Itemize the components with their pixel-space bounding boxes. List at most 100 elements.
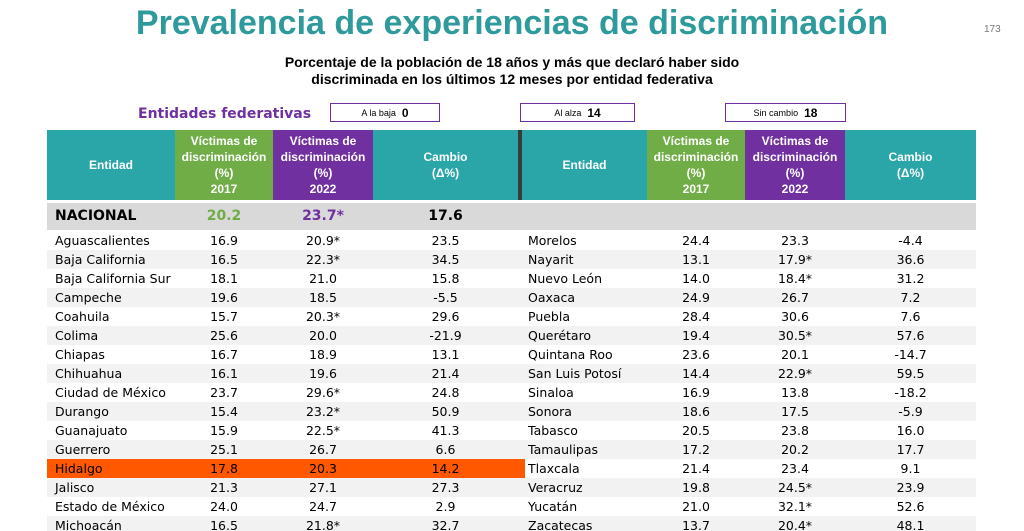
row-entity-name: Aguascalientes	[55, 233, 150, 248]
row-entity-name: Quintana Roo	[528, 347, 613, 362]
table-row-bg	[522, 440, 976, 459]
row-entity-name: Guerrero	[55, 442, 111, 457]
row-entity-name: Tabasco	[528, 423, 578, 438]
header-entidad-right: Entidad	[522, 130, 647, 200]
row-value-2017: 25.1	[210, 442, 238, 457]
row-value-2022: 18.5	[309, 290, 337, 305]
row-value-2017: 24.4	[682, 233, 710, 248]
row-entity-name: Nayarit	[528, 252, 574, 267]
row-value-2022: 20.2	[781, 442, 809, 457]
subtitle: Porcentaje de la población de 18 años y …	[0, 54, 1024, 88]
row-value-2017: 20.5	[682, 423, 710, 438]
row-value-2017: 25.6	[210, 328, 238, 343]
row-value-2017: 28.4	[682, 309, 710, 324]
national-change: 17.6	[428, 208, 463, 224]
row-value-change: 14.2	[431, 461, 460, 476]
national-2017: 20.2	[206, 208, 242, 224]
row-value-2022: 32.1*	[777, 499, 813, 514]
row-value-2017: 21.3	[210, 480, 238, 495]
row-value-2022: 17.5	[781, 404, 809, 419]
header-2022-right: Víctimas de discriminación (%) 2022	[745, 130, 845, 200]
summary-nochange-label: Sin cambio	[753, 107, 799, 118]
row-value-change: 31.2	[896, 271, 925, 286]
row-value-change: -4.4	[898, 233, 923, 248]
row-entity-name: Hidalgo	[55, 461, 103, 476]
row-entity-name: San Luis Potosí	[528, 366, 622, 381]
row-entity-name: Baja California	[55, 252, 146, 267]
summary-up-box: Al alza 14	[520, 103, 635, 122]
row-value-2017: 21.0	[682, 499, 710, 514]
row-value-change: 13.1	[431, 347, 460, 362]
row-value-2017: 19.6	[210, 290, 238, 305]
row-entity-name: Sinaloa	[528, 385, 574, 400]
row-entity-name: Colima	[55, 328, 99, 343]
row-value-change: 23.9	[896, 480, 925, 495]
row-value-2022: 20.9*	[305, 233, 341, 248]
row-entity-name: Guanajuato	[55, 423, 128, 438]
row-value-change: 21.4	[431, 366, 460, 381]
row-value-2022: 21.8*	[305, 518, 341, 531]
row-value-2022: 20.3	[309, 461, 337, 476]
header-entidad-left: Entidad	[47, 130, 175, 200]
row-value-2017: 13.1	[682, 252, 710, 267]
row-entity-name: Oaxaca	[528, 290, 576, 305]
table-row-bg	[522, 250, 976, 269]
row-entity-name: Campeche	[55, 290, 122, 305]
row-value-2017: 21.4	[682, 461, 710, 476]
row-entity-name: Ciudad de México	[55, 385, 166, 400]
row-value-2022: 20.1	[781, 347, 809, 362]
summary-down-label: A la baja	[361, 107, 396, 118]
summary-down-value: 0	[401, 105, 409, 120]
row-entity-name: Estado de México	[55, 499, 165, 514]
row-value-change: 59.5	[896, 366, 925, 381]
row-value-change: 29.6	[431, 309, 460, 324]
row-value-change: 27.3	[431, 480, 460, 495]
header-2022-left: Víctimas de discriminación (%) 2022	[273, 130, 373, 200]
page-title: Prevalencia de experiencias de discrimin…	[135, 4, 889, 42]
row-entity-name: Durango	[55, 404, 109, 419]
row-value-2017: 23.6	[682, 347, 710, 362]
row-value-2017: 14.0	[682, 271, 710, 286]
row-value-change: 52.6	[896, 499, 925, 514]
table-row-bg	[522, 326, 976, 345]
row-value-2022: 30.5*	[777, 328, 813, 343]
row-value-change: 34.5	[431, 252, 460, 267]
row-value-change: 24.8	[431, 385, 460, 400]
row-value-2022: 23.3	[781, 233, 809, 248]
row-value-change: -18.2	[894, 385, 927, 400]
row-value-2017: 13.7	[682, 518, 710, 531]
row-value-2022: 23.8	[781, 423, 809, 438]
row-value-2017: 24.9	[682, 290, 710, 305]
row-entity-name: Baja California Sur	[55, 271, 171, 286]
row-value-2017: 19.8	[682, 480, 710, 495]
row-value-2017: 16.5	[210, 518, 238, 531]
row-entity-name: Coahuila	[55, 309, 110, 324]
row-value-change: 32.7	[431, 518, 460, 531]
row-value-2017: 16.7	[210, 347, 238, 362]
row-value-2022: 27.1	[309, 480, 337, 495]
row-value-2022: 24.7	[309, 499, 337, 514]
subtitle-line-1: Porcentaje de la población de 18 años y …	[284, 54, 740, 70]
row-value-change: 6.6	[435, 442, 456, 457]
row-value-2017: 19.4	[682, 328, 710, 343]
row-entity-name: Jalisco	[55, 480, 95, 495]
row-value-change: 2.9	[435, 499, 456, 514]
row-entity-name: Tamaulipas	[528, 442, 599, 457]
row-entity-name: Zacatecas	[528, 518, 593, 531]
row-value-2022: 23.2*	[305, 404, 341, 419]
row-value-change: 15.8	[431, 271, 460, 286]
national-name: NACIONAL	[55, 208, 137, 224]
summary-nochange-value: 18	[804, 105, 818, 120]
row-value-2017: 18.6	[682, 404, 710, 419]
summary-up-value: 14	[587, 105, 601, 120]
row-entity-name: Chihuahua	[55, 366, 123, 381]
row-value-2017: 15.4	[210, 404, 238, 419]
header-2017-left: Víctimas de discriminación (%) 2017	[175, 130, 273, 200]
table-row-bg	[522, 478, 976, 497]
row-value-change: 16.0	[896, 423, 925, 438]
row-value-2022: 18.4*	[777, 271, 813, 286]
row-value-2017: 14.4	[682, 366, 710, 381]
row-entity-name: Yucatán	[528, 499, 578, 514]
table-row-bg	[522, 402, 976, 421]
row-value-2022: 21.0	[309, 271, 337, 286]
